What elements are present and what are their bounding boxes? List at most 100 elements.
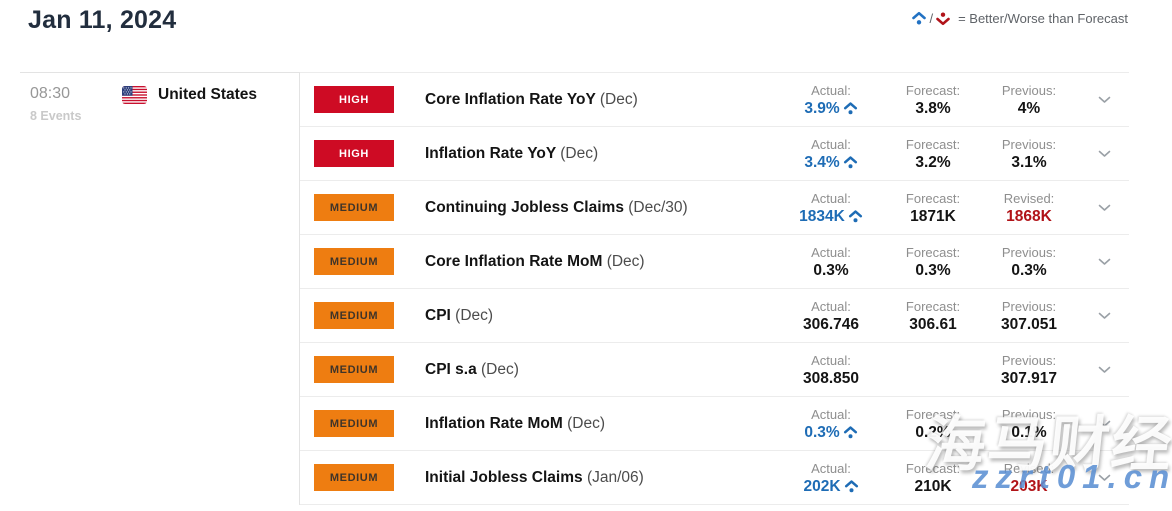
time-country-column: 08:30 8 Events: [20, 72, 300, 505]
event-row[interactable]: HIGH Inflation Rate YoY (Dec) Actual: 3.4…: [300, 126, 1129, 180]
importance-badge: MEDIUM: [314, 302, 394, 329]
event-name-text: Core Inflation Rate YoY: [425, 90, 596, 108]
previous-label: Previous:: [1001, 406, 1057, 422]
importance-badge: MEDIUM: [314, 356, 394, 383]
event-name-text: CPI: [425, 306, 451, 324]
forecast-label: Forecast:: [905, 244, 961, 260]
actual-label: Actual:: [811, 352, 851, 368]
forecast-value: 0.3%: [915, 261, 951, 279]
previous-column: Revised: 203K: [979, 461, 1079, 495]
event-name[interactable]: Core Inflation Rate YoY (Dec): [425, 91, 775, 109]
actual-value: 3.9%: [804, 101, 857, 117]
actual-label: Actual:: [811, 136, 851, 152]
previous-value: 0.1%: [1011, 423, 1047, 441]
actual-label: Actual:: [811, 298, 851, 314]
event-period: (Dec): [481, 360, 519, 378]
previous-value: 203K: [1010, 477, 1048, 495]
event-name-text: Initial Jobless Claims: [425, 468, 583, 486]
previous-column: Previous: 0.3%: [979, 245, 1079, 279]
forecast-value: 3.2%: [915, 153, 951, 171]
forecast-label: Forecast:: [905, 406, 961, 422]
forecast-column: Forecast: 0.2%: [887, 407, 979, 441]
event-row[interactable]: HIGH Core Inflation Rate YoY (Dec) Actua…: [300, 72, 1129, 126]
actual-column: Actual: 0.3%: [775, 407, 887, 441]
previous-column: Previous: 4%: [979, 83, 1079, 117]
forecast-label: Forecast:: [905, 136, 961, 152]
forecast-value: 1871K: [910, 207, 956, 225]
event-name[interactable]: Initial Jobless Claims (Jan/06): [425, 469, 775, 487]
actual-column: Actual: 1834K: [775, 191, 887, 225]
legend-text: = Better/Worse than Forecast: [958, 11, 1128, 26]
previous-value: 1868K: [1006, 207, 1052, 225]
event-row[interactable]: MEDIUM Initial Jobless Claims (Jan/06) A…: [300, 450, 1129, 504]
expand-chevron-down-icon[interactable]: [1079, 474, 1129, 482]
previous-value: 0.3%: [1011, 261, 1047, 279]
previous-label: Previous:: [1001, 244, 1057, 260]
legend-separator: /: [929, 11, 934, 26]
event-period: (Jan/06): [586, 468, 644, 486]
event-time: 08:30: [30, 85, 71, 102]
forecast-column: Forecast: 3.8%: [887, 83, 979, 117]
previous-label: Previous:: [1001, 298, 1057, 314]
event-name[interactable]: Core Inflation Rate MoM (Dec): [425, 253, 775, 271]
actual-value: 0.3%: [804, 425, 857, 441]
importance-badge: MEDIUM: [314, 194, 394, 221]
actual-column: Actual: 3.9%: [775, 83, 887, 117]
event-period: (Dec): [599, 90, 638, 108]
expand-chevron-down-icon[interactable]: [1079, 258, 1129, 266]
forecast-label: Forecast:: [905, 82, 961, 98]
country-name: United States: [158, 86, 258, 103]
event-name[interactable]: Inflation Rate YoY (Dec): [425, 145, 775, 163]
actual-column: Actual: 202K: [775, 461, 887, 495]
expand-chevron-down-icon[interactable]: [1079, 96, 1129, 104]
actual-column: Actual: 308.850: [775, 353, 887, 387]
forecast-label: Forecast:: [905, 298, 961, 314]
previous-value: 3.1%: [1011, 153, 1047, 171]
previous-column: Revised: 1868K: [979, 191, 1079, 225]
forecast-value: 0.2%: [915, 423, 951, 441]
event-name-text: Core Inflation Rate MoM: [425, 252, 603, 270]
event-row[interactable]: MEDIUM Continuing Jobless Claims (Dec/30…: [300, 180, 1129, 234]
forecast-value: 3.8%: [915, 99, 951, 117]
country-block[interactable]: United States: [122, 86, 257, 104]
importance-badge: MEDIUM: [314, 248, 394, 275]
event-row[interactable]: MEDIUM CPI (Dec) Actual: 306.746 Forecast…: [300, 288, 1129, 342]
actual-value: 306.746: [802, 315, 860, 333]
previous-value: 307.917: [1000, 369, 1058, 387]
forecast-value: 306.61: [909, 315, 957, 333]
forecast-label: Forecast:: [905, 460, 961, 476]
expand-chevron-down-icon[interactable]: [1079, 366, 1129, 374]
us-flag-icon: [122, 86, 147, 104]
forecast-column: Forecast: 210K: [887, 461, 979, 495]
importance-badge: MEDIUM: [314, 410, 394, 437]
event-name[interactable]: Inflation Rate MoM (Dec): [425, 415, 775, 433]
importance-badge: HIGH: [314, 86, 394, 113]
event-period: (Dec): [455, 306, 494, 324]
event-period: (Dec/30): [628, 198, 688, 216]
actual-label: Actual:: [811, 244, 851, 260]
event-name[interactable]: CPI s.a (Dec): [425, 361, 775, 379]
actual-value: 202K: [803, 479, 858, 495]
event-name[interactable]: CPI (Dec): [425, 307, 775, 325]
previous-label: Previous:: [1001, 82, 1057, 98]
actual-column: Actual: 3.4%: [775, 137, 887, 171]
event-row[interactable]: MEDIUM Inflation Rate MoM (Dec) Actual: 0…: [300, 396, 1129, 450]
actual-value: 308.850: [802, 369, 860, 387]
actual-column: Actual: 0.3%: [775, 245, 887, 279]
expand-chevron-down-icon[interactable]: [1079, 312, 1129, 320]
previous-value: 4%: [1017, 99, 1041, 117]
previous-column: Previous: 307.917: [979, 353, 1079, 387]
actual-label: Actual:: [811, 82, 851, 98]
event-name-text: Inflation Rate YoY: [425, 144, 556, 162]
forecast-label: Forecast:: [905, 190, 961, 206]
expand-chevron-down-icon[interactable]: [1079, 420, 1129, 428]
expand-chevron-down-icon[interactable]: [1079, 204, 1129, 212]
forecast-column: Forecast: 1871K: [887, 191, 979, 225]
event-row[interactable]: MEDIUM CPI s.a (Dec) Actual: 308.850 Prev…: [300, 342, 1129, 396]
expand-chevron-down-icon[interactable]: [1079, 150, 1129, 158]
previous-label: Previous:: [1001, 136, 1057, 152]
actual-value: 0.3%: [813, 261, 849, 279]
actual-label: Actual:: [811, 460, 851, 476]
event-row[interactable]: MEDIUM Core Inflation Rate MoM (Dec) Act…: [300, 234, 1129, 288]
event-name[interactable]: Continuing Jobless Claims (Dec/30): [425, 199, 775, 217]
